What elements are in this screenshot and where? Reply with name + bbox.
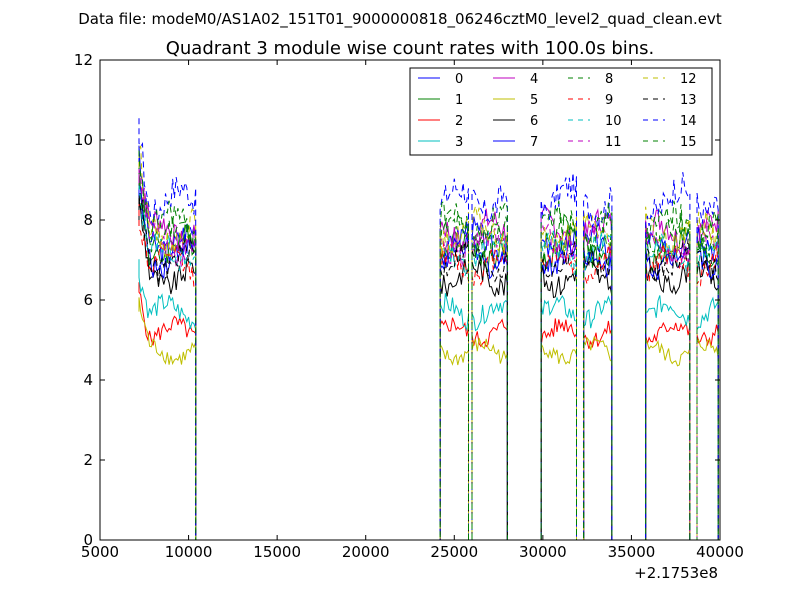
x-tick-label: 5000 bbox=[81, 543, 119, 561]
x-tick-label: 40000 bbox=[696, 543, 744, 561]
x-tick-label: 35000 bbox=[608, 543, 656, 561]
legend-label: 5 bbox=[530, 93, 538, 108]
legend-frame bbox=[409, 67, 713, 156]
legend-label: 15 bbox=[680, 135, 697, 150]
legend-label: 7 bbox=[530, 135, 538, 150]
series-line-3 bbox=[138, 259, 720, 540]
series-line-2 bbox=[138, 282, 720, 540]
series-line-5 bbox=[138, 297, 720, 540]
series-line-12 bbox=[138, 145, 720, 540]
legend-label: 2 bbox=[455, 114, 463, 129]
legend-label: 8 bbox=[605, 72, 613, 87]
legend-label: 12 bbox=[680, 72, 697, 87]
x-tick-label: 10000 bbox=[165, 543, 213, 561]
legend-label: 9 bbox=[605, 93, 613, 108]
x-tick-label: 15000 bbox=[253, 543, 301, 561]
x-tick-label: 20000 bbox=[342, 543, 390, 561]
series-line-6 bbox=[138, 199, 720, 540]
y-tick-label: 2 bbox=[83, 451, 93, 469]
legend-label: 10 bbox=[605, 114, 622, 129]
y-tick-label: 0 bbox=[83, 531, 93, 549]
series-line-13 bbox=[138, 194, 720, 540]
legend-label: 4 bbox=[530, 72, 538, 87]
y-tick-label: 4 bbox=[83, 371, 93, 389]
legend-label: 0 bbox=[455, 72, 463, 87]
series-line-14 bbox=[138, 118, 720, 540]
plot-frame bbox=[99, 59, 721, 541]
series-line-7 bbox=[138, 184, 720, 540]
legend-label: 14 bbox=[680, 114, 697, 129]
series-line-4 bbox=[138, 163, 720, 540]
axis-ticks: 5000 10000 15000 20000 25000 30000 35000 40000 0… bbox=[74, 51, 744, 561]
chart-title: Quadrant 3 module wise count rates with … bbox=[166, 38, 655, 59]
legend-label: 1 bbox=[455, 93, 463, 108]
figure-suptitle: Data file: modeM0/AS1A02_151T01_90000008… bbox=[78, 10, 722, 29]
x-offset-label: +2.1753e8 bbox=[634, 564, 718, 582]
y-tick-label: 8 bbox=[83, 211, 93, 229]
series-line-11 bbox=[138, 168, 720, 540]
series-layer bbox=[138, 118, 720, 540]
x-tick-label: 30000 bbox=[519, 543, 567, 561]
legend-label: 6 bbox=[530, 114, 538, 129]
legend-label: 11 bbox=[605, 135, 622, 150]
legend-label: 13 bbox=[680, 93, 697, 108]
y-tick-label: 12 bbox=[74, 51, 93, 69]
legend-label: 3 bbox=[455, 135, 463, 150]
y-tick-label: 10 bbox=[74, 131, 93, 149]
y-tick-label: 6 bbox=[83, 291, 93, 309]
x-tick-label: 25000 bbox=[430, 543, 478, 561]
